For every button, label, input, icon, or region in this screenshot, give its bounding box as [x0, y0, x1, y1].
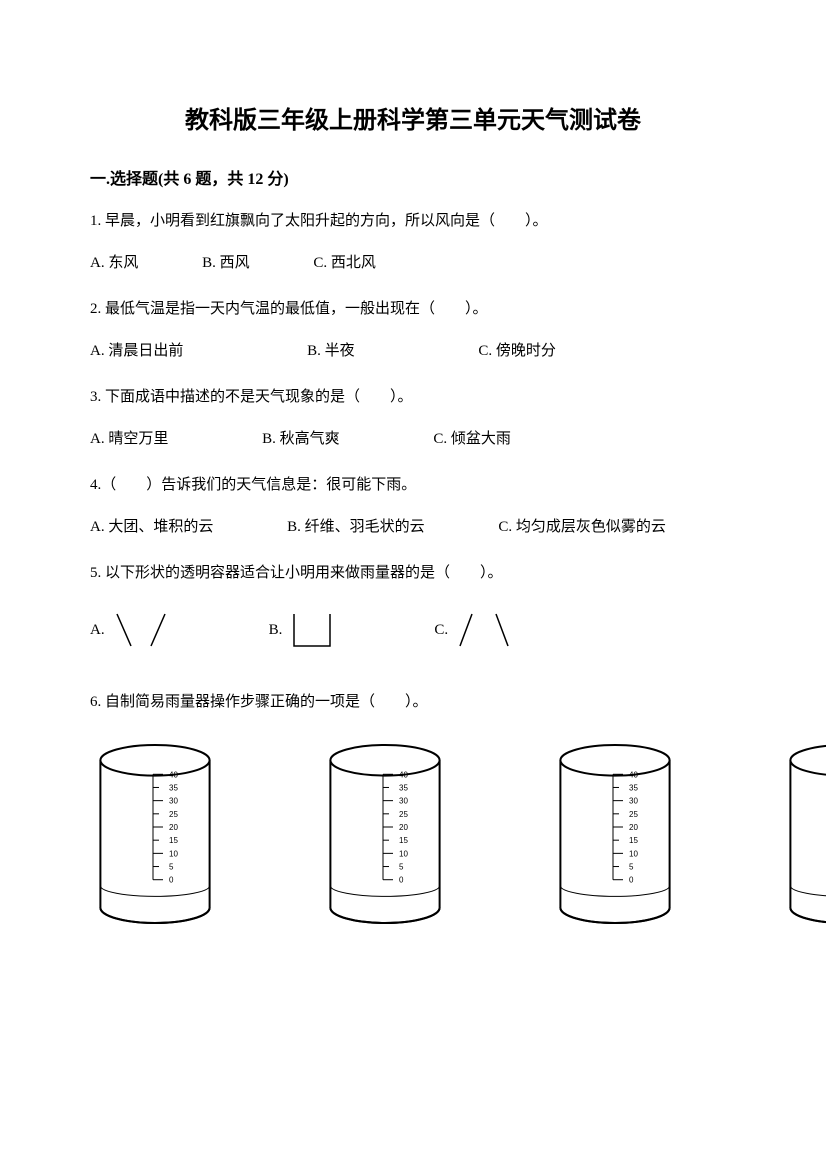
section-header: 一.选择题(共 6 题，共 12 分)	[90, 165, 736, 189]
q3-option-c: C. 倾盆大雨	[433, 431, 511, 447]
q5-option-b-wrapper: B.	[269, 610, 335, 650]
svg-text:20: 20	[629, 823, 638, 832]
rect-u-icon	[290, 610, 334, 650]
q1-option-b: B. 西风	[202, 251, 250, 275]
q4-option-a: A. 大团、堆积的云	[90, 515, 213, 539]
svg-text:25: 25	[169, 810, 178, 819]
svg-text:10: 10	[169, 849, 178, 858]
svg-text:15: 15	[399, 836, 408, 845]
q3-option-a: A. 晴空万里	[90, 427, 168, 451]
question-1-text: 1. 早晨，小明看到红旗飘向了太阳升起的方向，所以风向是（ ）。	[90, 209, 736, 233]
cylinder-row: 40 35 30 25 20 15 10 5 0 40 35 30 25 20 15 10 5 0 40 35 30…	[90, 739, 736, 934]
svg-text:35: 35	[169, 783, 178, 792]
svg-text:10: 10	[399, 849, 408, 858]
svg-text:35: 35	[399, 783, 408, 792]
question-4-options: A. 大团、堆积的云 B. 纤维、羽毛状的云 C. 均匀成层灰色似雾的云	[90, 515, 736, 539]
svg-text:15: 15	[629, 836, 638, 845]
q5-option-a-label: A.	[90, 622, 105, 639]
svg-text:5: 5	[399, 863, 404, 872]
svg-text:20: 20	[399, 823, 408, 832]
q4-option-c: C. 均匀成层灰色似雾的云	[498, 519, 666, 535]
trapezoid-up-icon	[456, 610, 512, 650]
svg-text:30: 30	[629, 797, 638, 806]
q3-option-b: B. 秋高气爽	[262, 427, 340, 451]
q5-option-c-wrapper: C.	[434, 610, 512, 650]
question-6-text: 6. 自制简易雨量器操作步骤正确的一项是（ ）。	[90, 690, 736, 714]
svg-text:0: 0	[169, 876, 174, 885]
svg-text:25: 25	[629, 810, 638, 819]
q2-option-b: B. 半夜	[307, 339, 355, 363]
q5-option-b-label: B.	[269, 622, 283, 639]
question-5-text: 5. 以下形状的透明容器适合让小明用来做雨量器的是（ ）。	[90, 561, 736, 585]
svg-text:5: 5	[629, 863, 634, 872]
cylinder-2: 40 35 30 25 20 15 10 5 0	[320, 739, 450, 934]
question-1-options: A. 东风 B. 西风 C. 西北风	[90, 251, 736, 275]
svg-text:35: 35	[629, 783, 638, 792]
svg-text:5: 5	[169, 863, 174, 872]
svg-text:40: 40	[169, 770, 178, 779]
svg-text:0: 0	[399, 876, 404, 885]
question-5-options: A. B. C.	[90, 610, 736, 650]
page-title: 教科版三年级上册科学第三单元天气测试卷	[90, 100, 736, 135]
question-3-text: 3. 下面成语中描述的不是天气现象的是（ ）。	[90, 385, 736, 409]
svg-text:15: 15	[169, 836, 178, 845]
q5-option-c-label: C.	[434, 622, 448, 639]
q1-option-a: A. 东风	[90, 251, 138, 275]
question-4-text: 4.（ ）告诉我们的天气信息是：很可能下雨。	[90, 473, 736, 497]
q4-option-b: B. 纤维、羽毛状的云	[287, 515, 425, 539]
question-2-text: 2. 最低气温是指一天内气温的最低值，一般出现在（ ）。	[90, 297, 736, 321]
cylinder-4: 4035302520151050	[780, 739, 826, 934]
svg-text:0: 0	[629, 876, 634, 885]
question-3-options: A. 晴空万里 B. 秋高气爽 C. 倾盆大雨	[90, 427, 736, 451]
q1-option-c: C. 西北风	[313, 251, 376, 275]
svg-text:10: 10	[629, 849, 638, 858]
question-2-options: A. 清晨日出前 B. 半夜 C. 傍晚时分	[90, 339, 736, 363]
svg-text:30: 30	[399, 797, 408, 806]
q5-option-a-wrapper: A.	[90, 610, 169, 650]
cylinder-1: 40 35 30 25 20 15 10 5 0	[90, 739, 220, 934]
svg-text:40: 40	[399, 770, 408, 779]
q2-option-a: A. 清晨日出前	[90, 339, 183, 363]
cylinder-3: 40 35 30 25 20 15 10 5 0	[550, 739, 680, 934]
trapezoid-down-icon	[113, 610, 169, 650]
svg-text:40: 40	[629, 770, 638, 779]
q2-option-c: C. 傍晚时分	[478, 343, 556, 359]
svg-text:25: 25	[399, 810, 408, 819]
svg-text:30: 30	[169, 797, 178, 806]
svg-text:20: 20	[169, 823, 178, 832]
